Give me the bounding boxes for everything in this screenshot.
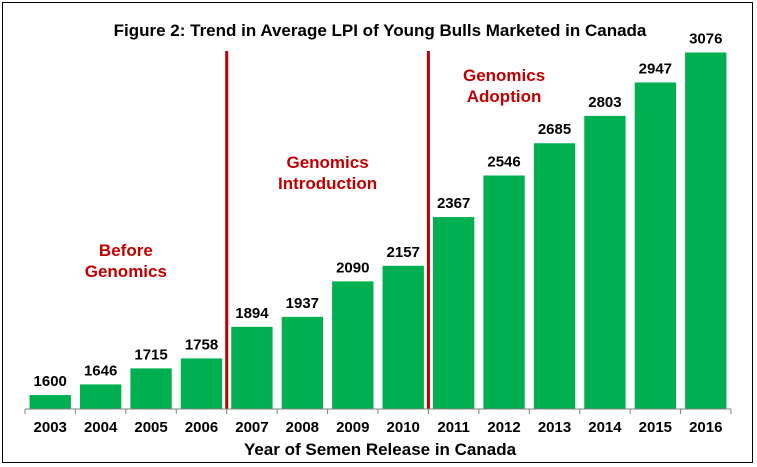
data-label-2014: 2803: [588, 94, 621, 111]
annotations-group: Before Genomics Genomics Introduction Genomi…: [85, 66, 545, 281]
x-axis-label: Year of Semen Release in Canada: [244, 440, 517, 459]
data-label-2005: 1715: [134, 346, 167, 363]
data-label-2008: 1937: [286, 295, 319, 312]
x-tick-2010: 2010: [387, 419, 420, 436]
bar-2010: [382, 265, 424, 409]
x-tick-2014: 2014: [588, 419, 622, 436]
bar-2005: [130, 368, 172, 409]
x-tickmarks-group: [24, 409, 732, 414]
x-tick-2007: 2007: [235, 419, 268, 436]
data-label-2011: 2367: [437, 195, 470, 212]
data-labels-group: 1600 1646 1715 1758 1894 1937 2090 2157 2367 2546…: [34, 30, 723, 390]
annotation-genomics-adoption: Genomics Adoption: [463, 66, 545, 106]
bar-2003: [29, 395, 71, 409]
chart-title: Figure 2: Trend in Average LPI of Young …: [114, 21, 647, 40]
bar-2016: [685, 52, 727, 409]
data-label-2012: 2546: [487, 154, 520, 171]
x-tick-2004: 2004: [84, 419, 118, 436]
data-label-2003: 1600: [34, 373, 67, 390]
x-tick-2008: 2008: [286, 419, 319, 436]
x-tick-2011: 2011: [437, 419, 470, 436]
x-tick-2012: 2012: [487, 419, 520, 436]
bar-2007: [231, 326, 273, 409]
chart-frame: Figure 2: Trend in Average LPI of Young …: [2, 2, 753, 463]
bar-2015: [634, 82, 677, 409]
bar-2014: [584, 115, 626, 410]
x-tick-2015: 2015: [639, 419, 672, 436]
bar-chart: Figure 2: Trend in Average LPI of Young …: [24, 21, 732, 459]
data-label-2006: 1758: [185, 336, 218, 353]
data-label-2009: 2090: [336, 259, 369, 276]
bar-2008: [281, 316, 324, 409]
bar-2004: [79, 384, 122, 409]
x-tick-labels-group: 2003 2004 2005 2006 2007 2008 2009 2010 2011 2012…: [34, 419, 723, 436]
bar-2009: [332, 281, 374, 409]
bar-2013: [533, 143, 576, 409]
x-tick-2013: 2013: [538, 419, 571, 436]
data-label-2010: 2157: [387, 244, 420, 261]
x-tick-2005: 2005: [134, 419, 167, 436]
annotation-before-genomics: Before Genomics: [85, 241, 167, 281]
x-tick-2003: 2003: [34, 419, 67, 436]
annotation-genomics-introduction: Genomics Introduction: [278, 153, 377, 193]
bar-2012: [483, 175, 525, 409]
x-tick-2009: 2009: [336, 419, 369, 436]
data-label-2015: 2947: [639, 60, 672, 77]
bar-2006: [180, 358, 223, 409]
data-label-2007: 1894: [235, 305, 269, 322]
x-tick-2006: 2006: [185, 419, 218, 436]
bars-group: [29, 52, 727, 410]
x-tick-2016: 2016: [689, 419, 722, 436]
data-label-2013: 2685: [538, 121, 571, 138]
data-label-2004: 1646: [84, 362, 117, 379]
divider-lines-group: [225, 51, 430, 409]
data-label-2016: 3076: [689, 30, 722, 47]
bar-2011: [432, 217, 475, 409]
